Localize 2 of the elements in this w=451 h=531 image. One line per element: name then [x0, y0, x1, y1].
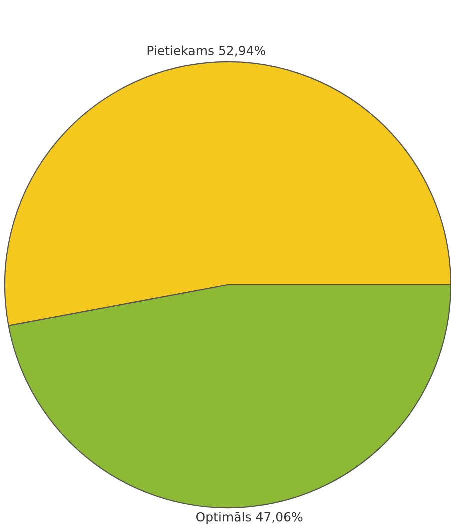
slice-label: Optimāls 47,06%: [196, 512, 303, 524]
slice-label: Pietiekams 52,94%: [148, 46, 266, 57]
